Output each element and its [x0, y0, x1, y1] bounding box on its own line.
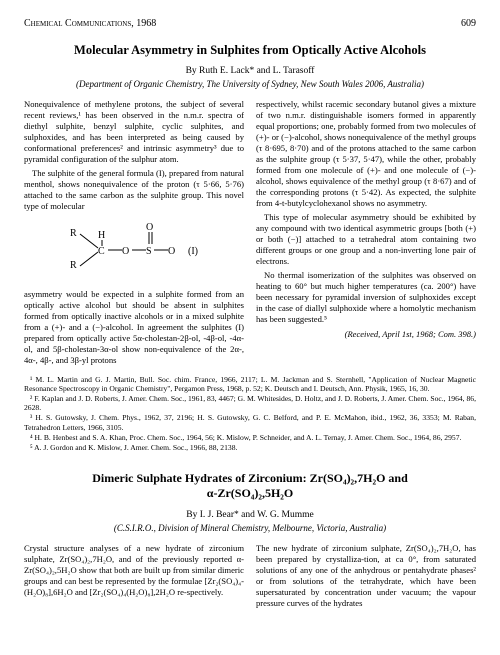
svg-text:C: C — [98, 246, 105, 257]
page-number: 609 — [461, 18, 476, 29]
article2-authors: By I. J. Bear* and W. G. Mumme — [24, 510, 476, 520]
article-separator — [24, 453, 476, 467]
received-line: (Received, April 1st, 1968; Com. 398.) — [256, 329, 476, 340]
para: This type of molecular asymmetry should … — [256, 212, 476, 267]
para: asymmetry would be expected in a sulphit… — [24, 289, 244, 366]
journal-name: Chemical Communications, 1968 — [24, 18, 156, 29]
sulphite-structure-icon: R R C H O S O — [64, 218, 204, 280]
page-container: Chemical Communications, 1968 609 Molecu… — [0, 0, 500, 630]
article1-body: Nonequivalence of methylene protons, the… — [24, 99, 476, 369]
article2-left-column: Crystal structure analyses of a new hydr… — [24, 543, 244, 612]
para: Crystal structure analyses of a new hydr… — [24, 543, 244, 598]
svg-text:O: O — [146, 222, 153, 233]
para: Nonequivalence of methylene protons, the… — [24, 99, 244, 165]
article1-affiliation: (Department of Organic Chemistry, The Un… — [24, 79, 476, 89]
ref: ¹ M. L. Martin and G. J. Martin, Bull. S… — [24, 375, 476, 393]
article2-body: Crystal structure analyses of a new hydr… — [24, 543, 476, 612]
svg-text:R: R — [70, 228, 77, 239]
para: No thermal isomerization of the sulphite… — [256, 270, 476, 325]
svg-text:O: O — [122, 246, 129, 257]
svg-text:O: O — [168, 246, 175, 257]
svg-text:S: S — [146, 246, 152, 257]
structure-figure: R R C H O S O — [24, 218, 244, 283]
para: The sulphite of the general formula (I),… — [24, 168, 244, 212]
ref: ³ H. S. Gutowsky, J. Chem. Phys., 1962, … — [24, 413, 476, 431]
ref: ² F. Kaplan and J. D. Roberts, J. Amer. … — [24, 394, 476, 412]
article2-right-column: The new hydrate of zirconium sulphate, Z… — [256, 543, 476, 612]
ref: ⁴ H. B. Henbest and S. A. Khan, Proc. Ch… — [24, 433, 476, 442]
para: The new hydrate of zirconium sulphate, Z… — [256, 543, 476, 609]
article2-title: Dimeric Sulphate Hydrates of Zirconium: … — [24, 471, 476, 502]
article1-left-column: Nonequivalence of methylene protons, the… — [24, 99, 244, 369]
article2-affiliation: (C.S.I.R.O., Division of Mineral Chemist… — [24, 523, 476, 533]
article1-title: Molecular Asymmetry in Sulphites from Op… — [24, 43, 476, 58]
para: respectively, whilst racemic secondary b… — [256, 99, 476, 209]
ref: ⁵ A. J. Gordon and K. Mislow, J. Amer. C… — [24, 443, 476, 452]
svg-text:(I): (I) — [188, 246, 198, 257]
article2-title-line1: Dimeric Sulphate Hydrates of Zirconium: … — [92, 471, 408, 485]
article1-authors: By Ruth E. Lack* and L. Tarasoff — [24, 66, 476, 76]
svg-text:R: R — [70, 260, 77, 271]
svg-text:H: H — [98, 230, 105, 241]
article2-title-line2: α-Zr(SO₄)₂,5H₂O — [207, 486, 293, 500]
article1-right-column: respectively, whilst racemic secondary b… — [256, 99, 476, 369]
article1-references: ¹ M. L. Martin and G. J. Martin, Bull. S… — [24, 375, 476, 452]
running-header: Chemical Communications, 1968 609 — [24, 18, 476, 29]
